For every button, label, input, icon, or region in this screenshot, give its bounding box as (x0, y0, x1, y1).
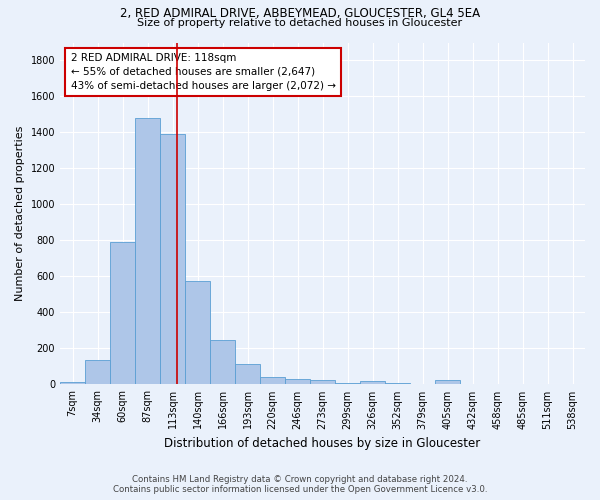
Bar (260, 377, 285, 384)
Text: Size of property relative to detached houses in Gloucester: Size of property relative to detached ho… (137, 18, 463, 28)
Bar (435, 380, 460, 384)
Text: 2 RED ADMIRAL DRIVE: 118sqm
← 55% of detached houses are smaller (2,647)
43% of : 2 RED ADMIRAL DRIVE: 118sqm ← 55% of det… (71, 53, 335, 91)
Text: Contains HM Land Registry data © Crown copyright and database right 2024.
Contai: Contains HM Land Registry data © Crown c… (113, 474, 487, 494)
Text: 2, RED ADMIRAL DRIVE, ABBEYMEAD, GLOUCESTER, GL4 5EA: 2, RED ADMIRAL DRIVE, ABBEYMEAD, GLOUCES… (120, 8, 480, 20)
Bar (335, 382, 360, 384)
Bar (60, 382, 85, 384)
Bar (285, 380, 310, 384)
Bar (185, 281, 210, 384)
Bar (310, 380, 335, 384)
Bar (110, 242, 135, 384)
Bar (385, 382, 410, 384)
Y-axis label: Number of detached properties: Number of detached properties (15, 126, 25, 301)
X-axis label: Distribution of detached houses by size in Gloucester: Distribution of detached houses by size … (164, 437, 481, 450)
Bar (85, 360, 110, 384)
Bar (235, 364, 260, 384)
Bar (360, 382, 385, 384)
Bar (160, 134, 185, 384)
Bar (135, 118, 160, 384)
Bar (210, 340, 235, 384)
